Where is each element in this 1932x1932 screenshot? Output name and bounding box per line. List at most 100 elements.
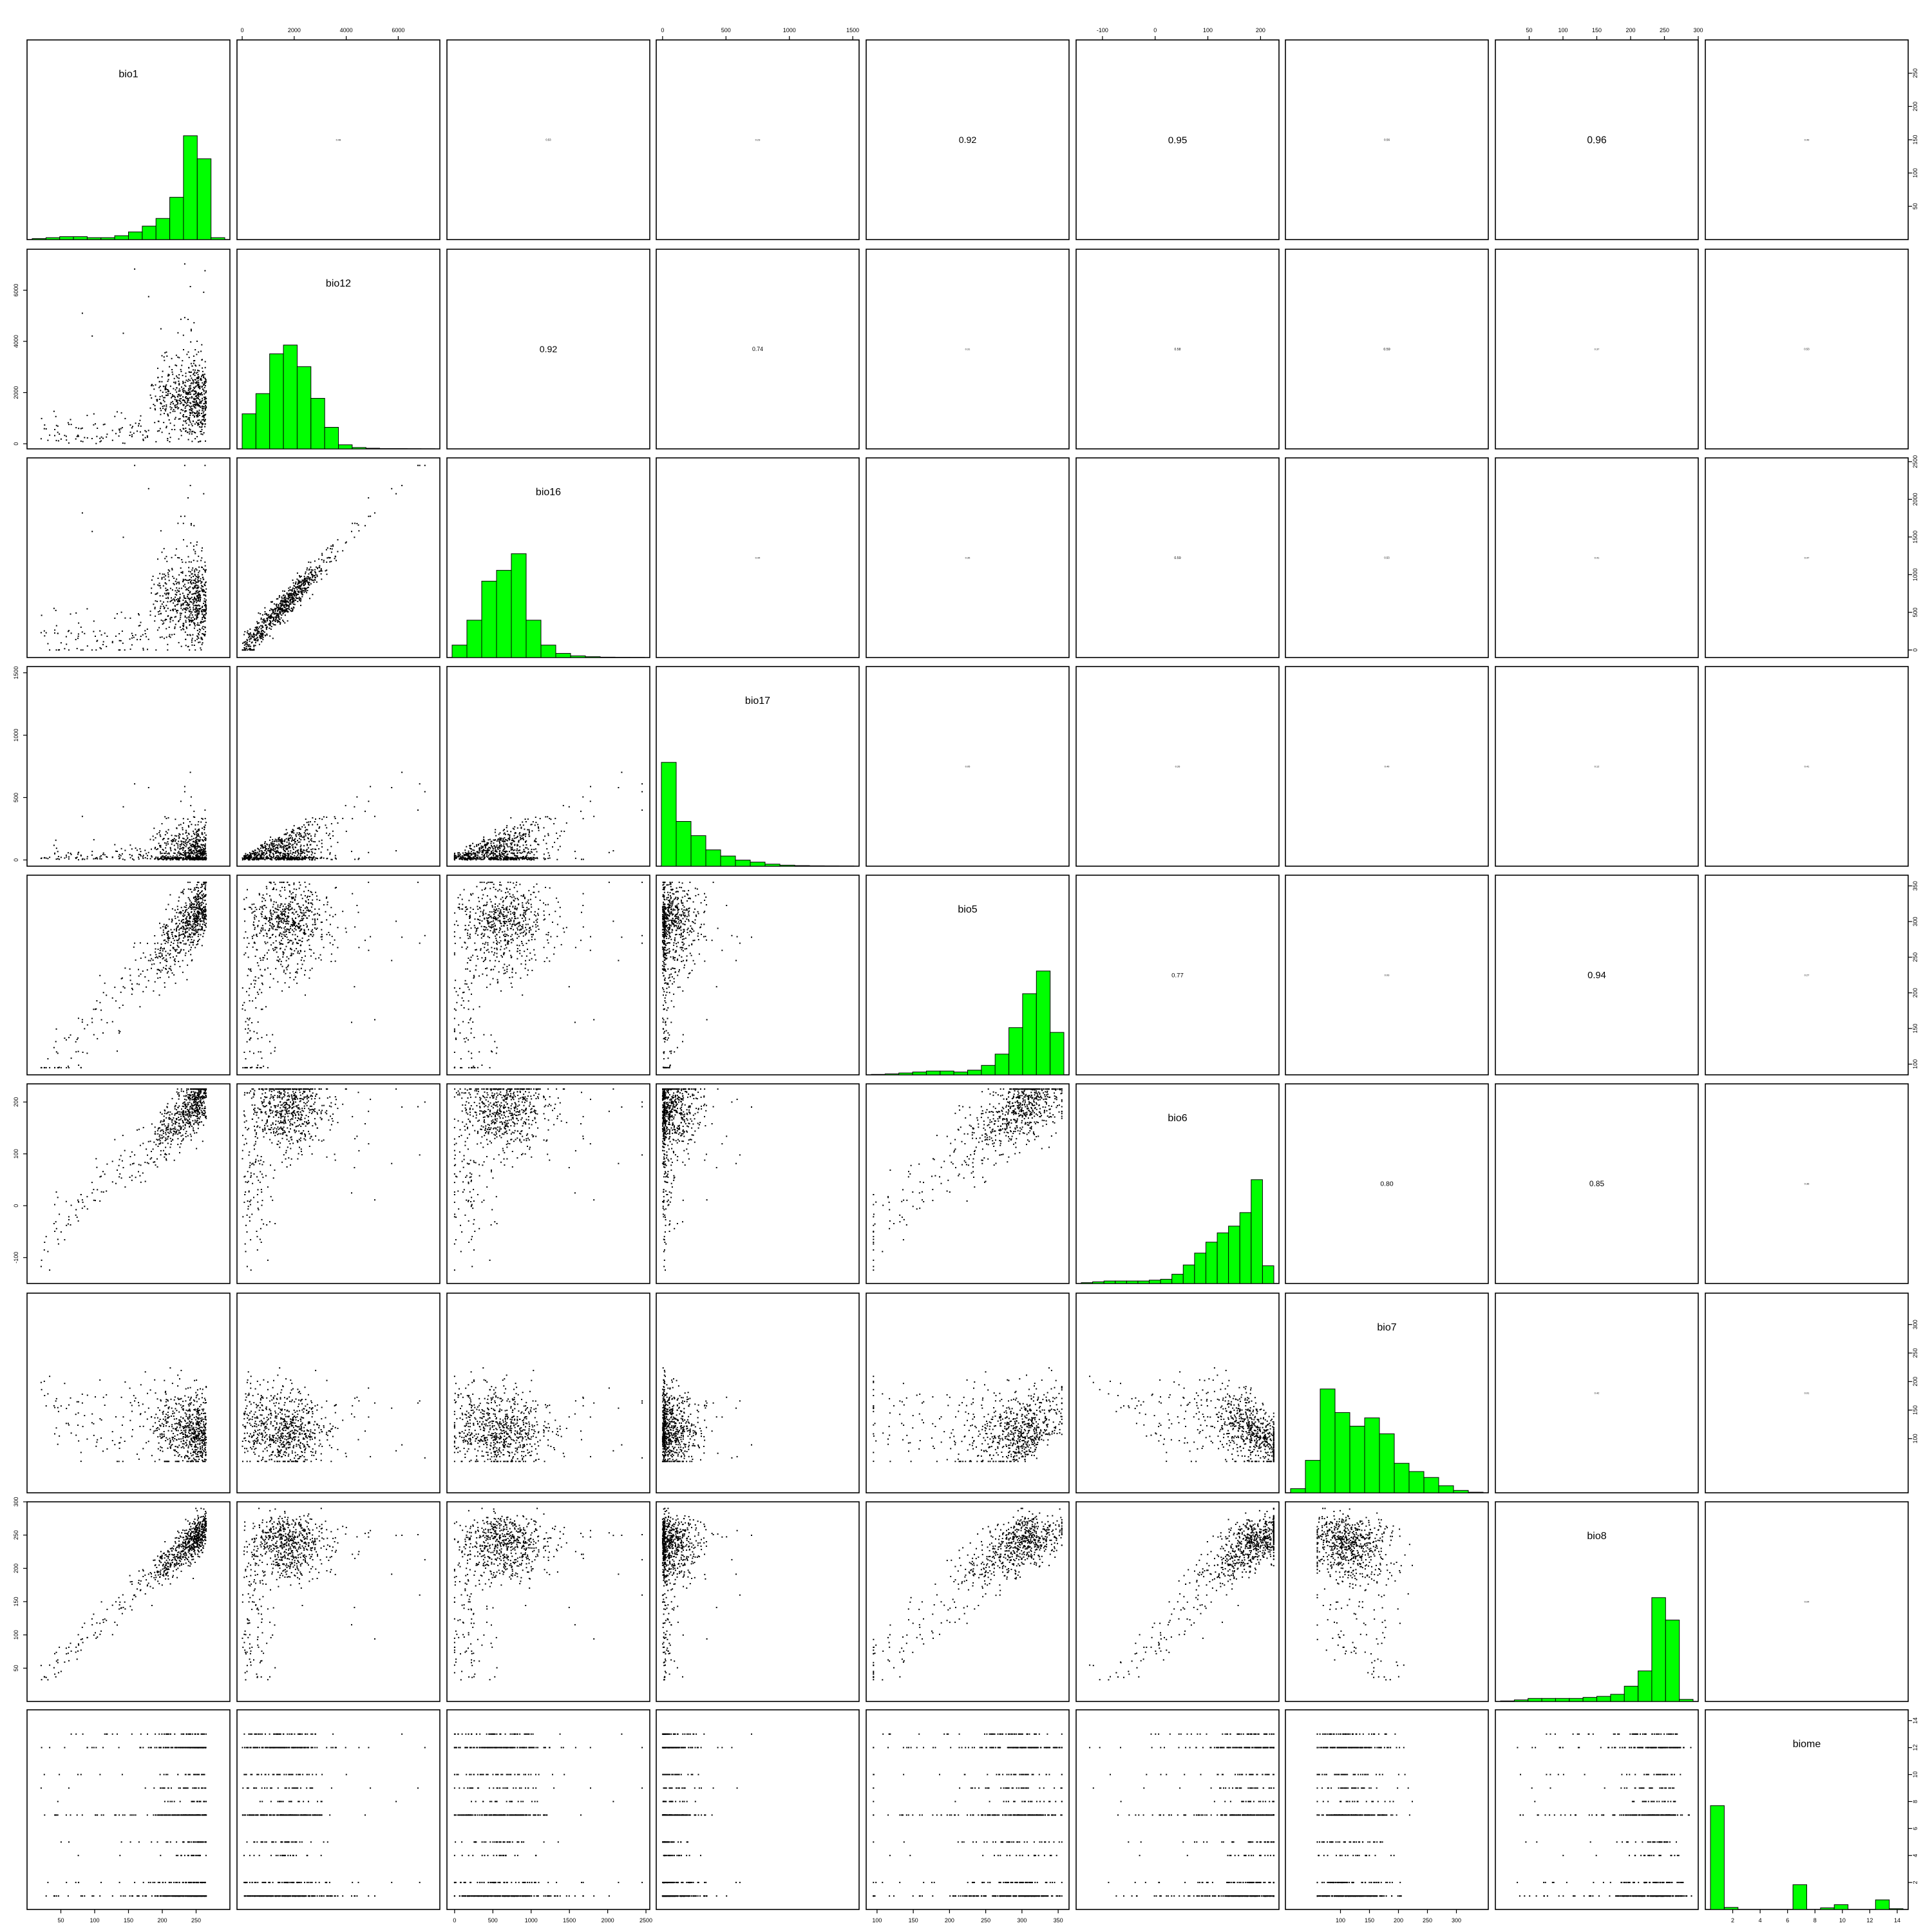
scatter-point: [250, 854, 252, 855]
scatter-point: [515, 837, 517, 839]
scatter-point: [246, 639, 248, 641]
scatter-point: [467, 855, 469, 857]
scatter-point: [175, 839, 177, 841]
panel-frame: [1705, 249, 1909, 450]
scatter-point: [201, 401, 202, 402]
scatter-point: [292, 603, 294, 605]
scatter-point: [189, 405, 191, 407]
scatter-point: [493, 858, 495, 860]
scatter-point: [166, 556, 167, 558]
scatter-point: [75, 427, 77, 429]
scatter-point: [66, 439, 68, 441]
scatter-point: [522, 834, 524, 836]
scatter-point: [178, 851, 180, 853]
scatter-point: [197, 415, 199, 417]
scatter-point: [262, 634, 264, 636]
scatter-point: [168, 419, 170, 421]
scatter-point: [187, 646, 189, 648]
scatter-point: [200, 413, 202, 414]
scatter-point: [288, 593, 290, 595]
scatter-point: [499, 837, 501, 839]
panel-bio17-bio6: 0.26: [1075, 666, 1280, 867]
scatter-point: [299, 586, 301, 588]
scatter-point: [247, 858, 249, 860]
scatter-point: [194, 382, 196, 384]
scatter-point: [175, 389, 176, 391]
scatter-point: [180, 515, 182, 517]
scatter-point: [201, 853, 203, 855]
scatter-point: [199, 846, 201, 848]
scatter-point: [176, 612, 178, 614]
scatter-point: [191, 835, 193, 837]
scatter-point: [185, 600, 187, 601]
scatter-point: [158, 955, 160, 957]
scatter-point: [198, 370, 200, 372]
scatter-point: [160, 844, 162, 846]
scatter-point: [290, 601, 292, 603]
scatter-point: [245, 855, 247, 857]
histogram-bar: [310, 398, 325, 450]
scatter-point: [173, 857, 175, 859]
scatter-point: [477, 858, 478, 860]
scatter-point: [169, 953, 171, 955]
scatter-point: [152, 384, 154, 386]
scatter-point: [204, 584, 205, 586]
scatter-point: [504, 832, 506, 834]
panel-frame: [1495, 249, 1699, 450]
scatter-point: [140, 957, 142, 959]
scatter-point: [268, 614, 270, 616]
scatter-point: [200, 622, 202, 624]
scatter-point: [283, 850, 285, 851]
correlation-value: 0.23: [755, 138, 761, 141]
scatter-point: [191, 390, 193, 392]
scatter-point: [250, 645, 252, 647]
correlation-value: 0.49: [1804, 138, 1810, 141]
scatter-point: [263, 858, 265, 860]
scatter-point: [547, 857, 549, 859]
scatter-point: [261, 625, 263, 627]
scatter-point: [251, 636, 253, 637]
scatter-point: [302, 858, 304, 860]
scatter-point: [122, 858, 124, 860]
scatter-point: [180, 891, 182, 893]
scatter-point: [41, 417, 43, 419]
scatter-point: [200, 580, 201, 582]
scatter-point: [180, 401, 182, 402]
scatter-point: [70, 853, 72, 855]
scatter-point: [305, 588, 307, 590]
scatter-point: [258, 631, 260, 633]
scatter-point: [157, 848, 158, 850]
scatter-point: [489, 858, 491, 860]
scatter-point: [167, 853, 169, 855]
scatter-point: [291, 853, 293, 855]
scatter-point: [272, 853, 274, 855]
scatter-point: [302, 851, 304, 853]
scatter-point: [57, 440, 59, 442]
scatter-point: [183, 855, 185, 857]
scatter-point: [161, 431, 163, 433]
scatter-point: [502, 853, 504, 855]
scatter-point: [164, 573, 166, 575]
scatter-point: [259, 635, 261, 636]
scatter-point: [205, 857, 207, 859]
scatter-point: [185, 907, 187, 908]
scatter-point: [313, 574, 315, 576]
scatter-point: [171, 858, 173, 860]
panel-bio16-bio8: 0.41: [1495, 457, 1699, 658]
scatter-point: [195, 398, 197, 400]
scatter-point: [187, 856, 189, 858]
scatter-point: [262, 632, 264, 634]
scatter-point: [191, 573, 193, 575]
scatter-point: [196, 410, 198, 412]
scatter-point: [299, 833, 301, 835]
scatter-point: [40, 438, 42, 440]
scatter-point: [282, 858, 284, 860]
scatter-point: [80, 428, 82, 430]
scatter-point: [75, 857, 77, 858]
scatter-point: [118, 1007, 120, 1009]
scatter-point: [193, 585, 195, 587]
scatter-point: [160, 413, 162, 415]
scatter-point: [193, 525, 195, 527]
scatter-point: [475, 859, 477, 861]
scatter-point: [294, 592, 296, 594]
